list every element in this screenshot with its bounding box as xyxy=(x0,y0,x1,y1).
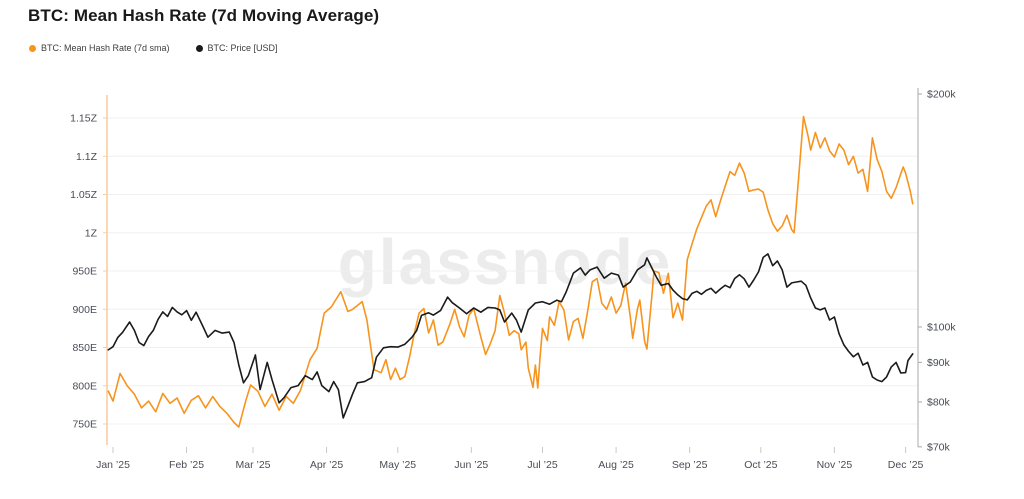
right-axis-tick-label: $200k xyxy=(927,88,956,100)
legend-item-price[interactable]: BTC: Price [USD] xyxy=(195,43,278,53)
left-axis-tick-label: 850E xyxy=(72,342,97,354)
legend: BTC: Mean Hash Rate (7d sma) BTC: Price … xyxy=(29,43,278,53)
x-axis-tick-label: Mar ’25 xyxy=(235,459,270,471)
right-axis-tick-label: $80k xyxy=(927,396,951,408)
right-axis-tick-label: $90k xyxy=(927,357,951,369)
right-axis-tick-label: $70k xyxy=(927,441,951,453)
x-axis-tick-label: Nov ’25 xyxy=(817,459,853,471)
left-axis-tick-label: 800E xyxy=(72,380,97,392)
x-axis-tick-label: Jan ’25 xyxy=(96,459,130,471)
x-axis-tick-label: Jul ’25 xyxy=(527,459,558,471)
plot-area[interactable] xyxy=(107,95,918,447)
left-axis-tick-label: 1Z xyxy=(85,227,98,239)
left-axis-tick-label: 1.1Z xyxy=(76,151,98,163)
glassnode-watermark: glassnode xyxy=(338,226,673,298)
price-line xyxy=(107,253,914,419)
x-axis-tick-label: Dec ’25 xyxy=(888,459,924,471)
left-axis-tick-label: 1.05Z xyxy=(70,189,97,201)
chart-title: BTC: Mean Hash Rate (7d Moving Average) xyxy=(28,6,380,25)
left-axis-tick-label: 900E xyxy=(72,304,97,316)
price-series-label: BTC: Price [USD] xyxy=(207,43,278,53)
x-axis-tick-label: Apr ’25 xyxy=(310,459,343,471)
legend-item-hashrate[interactable]: BTC: Mean Hash Rate (7d sma) xyxy=(29,43,170,53)
x-axis-tick-label: Jun ’25 xyxy=(454,459,488,471)
right-axis-tick-label: $100k xyxy=(927,321,956,333)
x-axis-tick-label: Feb ’25 xyxy=(169,459,204,471)
hashrate-series-swatch xyxy=(29,44,36,52)
x-axis-tick-label: Aug ’25 xyxy=(598,459,634,471)
x-axis-tick-label: Oct ’25 xyxy=(744,459,777,471)
left-axis-tick-label: 950E xyxy=(72,266,97,278)
x-axis-tick-label: May ’25 xyxy=(379,459,416,471)
x-axis-tick-label: Sep ’25 xyxy=(672,459,708,471)
left-axis-tick-label: 1.15Z xyxy=(70,113,97,125)
hashrate-series-label: BTC: Mean Hash Rate (7d sma) xyxy=(41,43,170,53)
left-axis-tick-label: 750E xyxy=(72,419,97,431)
price-series-swatch xyxy=(195,44,203,52)
